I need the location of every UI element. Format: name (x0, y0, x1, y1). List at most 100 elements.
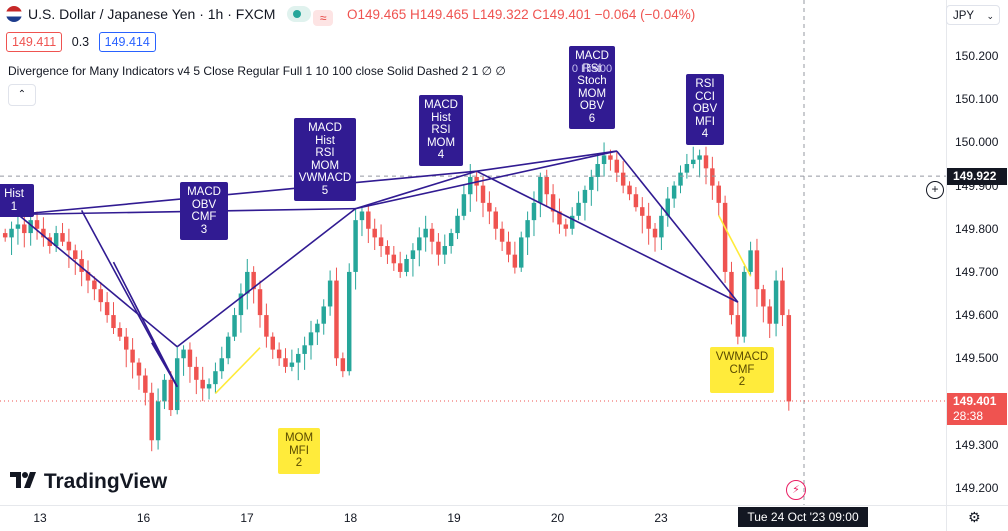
bearish-divergence-label[interactable]: MACD OBV CMF 3 (180, 182, 228, 240)
indicator-title[interactable]: Divergence for Many Indicators v4 5 Clos… (8, 64, 506, 78)
candle-body (684, 164, 690, 173)
candle-body (417, 237, 422, 251)
gear-icon[interactable]: ⚙ (968, 509, 981, 525)
candle-body (232, 315, 237, 337)
y-tick-label: 149.800 (955, 221, 999, 236)
candle-body (346, 271, 352, 372)
bullish-divergence-line (718, 215, 752, 277)
candle-body (41, 228, 46, 238)
candle-body (461, 194, 467, 216)
candle-body (372, 228, 377, 238)
candle-body (378, 237, 384, 247)
sell-price[interactable]: 149.411 (6, 32, 63, 52)
candle-body (225, 336, 231, 359)
candle-body (614, 159, 620, 173)
bearish-divergence-line (355, 150, 617, 210)
bullish-divergence-label[interactable]: VWMACD CMF 2 (710, 347, 774, 393)
chart-area[interactable]: Hist 1 MACD OBV CMF 3 MACD Hist RSI MOM VWMACD 5 MAC… (0, 0, 946, 505)
candle-body (563, 224, 569, 229)
candle-body (219, 358, 225, 372)
price-chart[interactable] (0, 0, 946, 505)
candle-body (155, 401, 161, 441)
ohlc-values: O149.465 H149.465 L149.322 C149.401 −0.0… (346, 7, 696, 22)
bearish-divergence-label[interactable]: MACD Hist RSI MOM VWMACD 5 (294, 118, 356, 201)
y-tick-label: 150.200 (955, 49, 999, 64)
buy-price[interactable]: 149.414 (98, 32, 156, 52)
bearish-divergence-line (151, 342, 178, 388)
symbol-title[interactable]: U.S. Dollar / Japanese Yen · 1h · FXCM (28, 6, 276, 22)
bearish-divergence-label[interactable]: RSI CCI OBV MFI 4 (686, 74, 724, 145)
candle-body (557, 211, 562, 225)
bearish-divergence-label[interactable]: MACD RSI Stoch MOM OBV 6 0 Hist00 (569, 46, 615, 129)
y-tick-label: 149.300 (955, 437, 999, 452)
candle-body (238, 293, 244, 316)
add-alert-icon[interactable]: + (926, 181, 944, 199)
candle-body (601, 155, 607, 165)
bearish-divergence-line (17, 213, 178, 348)
candle-body (512, 254, 518, 268)
chevron-up-icon[interactable]: ⌃ (8, 84, 36, 106)
candle-body (576, 202, 581, 216)
candle-body (79, 258, 84, 272)
currency-select[interactable]: JPY ⌄ (946, 5, 1000, 25)
candle-body (366, 211, 371, 229)
candle-body (773, 280, 779, 324)
candle-body (697, 155, 702, 160)
candle-body (652, 228, 658, 238)
candle-body (589, 176, 594, 190)
candle-body (315, 323, 320, 333)
candle-body (66, 241, 72, 251)
x-tick-label: 20 (550, 511, 565, 525)
candle-body (633, 194, 639, 208)
candle-body (162, 379, 167, 402)
candle-body (187, 349, 193, 367)
bearish-divergence-line (176, 207, 357, 348)
candle-body (519, 237, 524, 268)
bearish-divergence-label[interactable]: Hist 1 (0, 184, 34, 217)
candle-body (28, 220, 33, 234)
bolt-icon[interactable]: ⚡ (786, 480, 806, 500)
candle-body (608, 155, 613, 160)
candle-body (678, 172, 683, 186)
candle-body (665, 198, 670, 216)
candle-body (98, 289, 103, 303)
bullish-divergence-line (214, 347, 261, 395)
candle-body (595, 164, 600, 177)
candle-body (761, 289, 766, 307)
crosshair-price-tag: 149.922 (947, 168, 1007, 186)
candle-body (206, 384, 212, 389)
bearish-divergence-label[interactable]: MACD Hist RSI MOM 4 (419, 95, 463, 166)
quote-box: 149.411 0.3 149.414 (6, 32, 156, 52)
chevron-down-icon: ⌄ (986, 11, 994, 21)
y-tick-label: 150.000 (955, 135, 999, 150)
candle-body (741, 271, 747, 337)
candle-body (671, 185, 677, 199)
candle-body (780, 280, 785, 316)
price-axis[interactable]: 150.300150.200150.100150.000149.900149.8… (946, 0, 1008, 505)
candle-body (659, 215, 664, 238)
candle-body (506, 241, 511, 255)
candle-body (22, 224, 27, 234)
y-tick-label: 149.600 (955, 308, 999, 323)
candle-body (194, 366, 199, 380)
candle-body (340, 358, 346, 372)
candle-body (391, 254, 397, 264)
candle-body (404, 258, 409, 272)
candle-body (321, 306, 326, 324)
bullish-divergence-label[interactable]: MOM MFI 2 (278, 428, 320, 474)
wave-icon[interactable]: ≈ (313, 10, 334, 26)
bearish-divergence-line (476, 150, 617, 173)
candle-body (550, 194, 556, 212)
candle-body (130, 349, 135, 363)
market-open-icon[interactable] (287, 6, 312, 22)
x-tick-label: 23 (654, 511, 668, 525)
bearish-divergence-line (17, 170, 477, 216)
last-price-tag: 149.401 28:38 (947, 392, 1007, 425)
candle-body (15, 224, 21, 229)
candle-body (168, 379, 174, 411)
candle-body (111, 315, 116, 329)
x-tick-label: 18 (343, 511, 358, 525)
usd-jpy-flag-icon (6, 6, 22, 22)
candle-body (480, 185, 486, 203)
candle-body (646, 215, 651, 229)
